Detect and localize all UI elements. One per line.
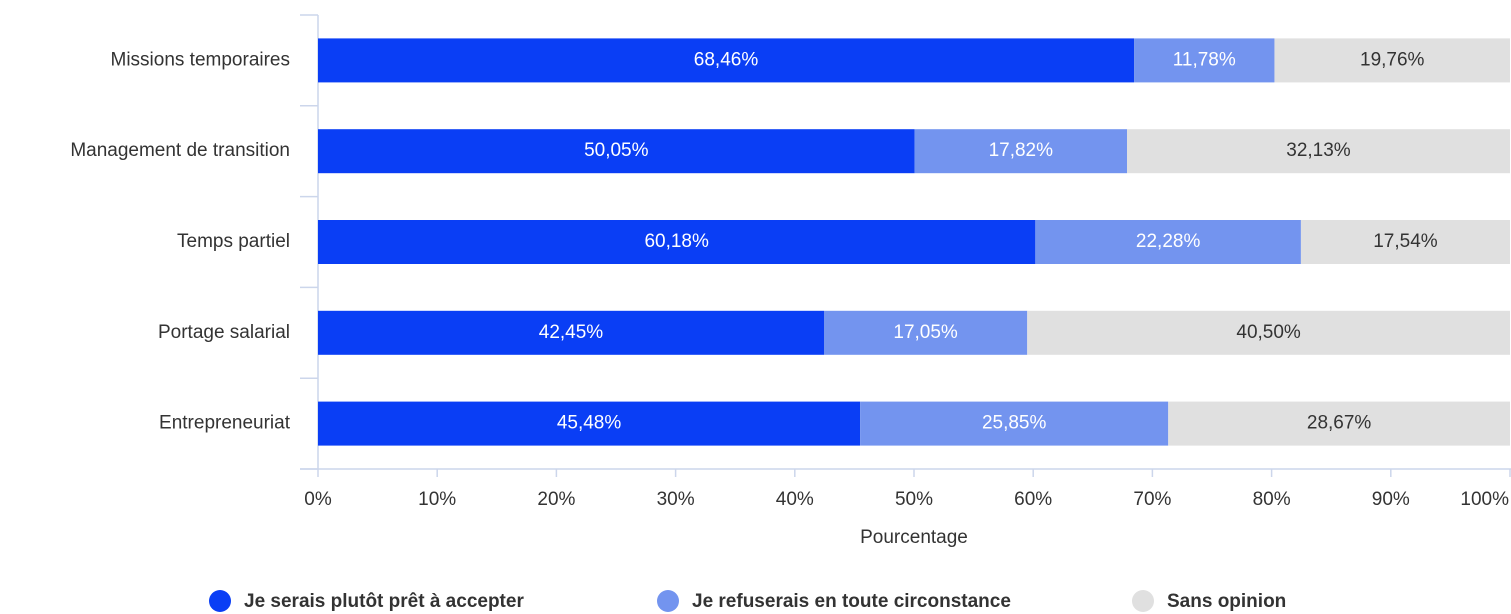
x-tick-label: 90% [1372,489,1410,510]
data-label: 22,28% [1136,231,1201,252]
y-tick-label: Missions temporaires [111,49,291,70]
bar-segment [1300,220,1510,264]
x-tick-label: 0% [304,489,332,510]
legend-marker [657,590,679,612]
data-label: 32,13% [1286,140,1351,161]
bar-segment [318,129,915,174]
bar-segment [318,220,1036,264]
y-tick-label: Portage salarial [158,322,290,343]
bar-segment [318,401,861,446]
x-tick-label: 80% [1253,489,1291,510]
data-label: 42,45% [539,322,604,343]
data-label: 45,48% [557,413,622,434]
bar-segment [1274,38,1510,83]
x-axis-title: Pourcentage [860,527,968,548]
data-label: 17,82% [989,140,1054,161]
legend-marker [1132,590,1154,612]
data-label: 11,78% [1173,49,1236,70]
legend-label: Je serais plutôt prêt à accepter [244,591,524,612]
legend-label: Je refuserais en toute circonstance [692,591,1011,612]
data-label: 60,18% [644,231,709,252]
data-label: 19,76% [1360,49,1425,70]
data-label: 40,50% [1236,322,1301,343]
data-label: 25,85% [982,413,1047,434]
data-label: 28,67% [1307,413,1372,434]
bar-segment [318,38,1135,83]
x-tick-label: 100% [1460,489,1509,510]
bar-segment [1168,401,1510,446]
data-label: 17,05% [893,322,958,343]
data-label: 17,54% [1373,231,1438,252]
x-tick-label: 30% [657,489,695,510]
y-tick-label: Entrepreneuriat [159,413,291,434]
y-tick-label: Temps partiel [177,231,290,252]
bar-segment [1035,220,1301,264]
bar-segment [1127,129,1510,174]
x-tick-label: 10% [418,489,456,510]
legend-marker [209,590,231,612]
bar-segment [860,401,1169,446]
x-tick-label: 20% [537,489,575,510]
x-tick-label: 40% [776,489,814,510]
legend-label: Sans opinion [1167,591,1286,612]
bar-segment [1134,38,1275,83]
bar-segment [1027,310,1510,355]
data-label: 50,05% [584,140,649,161]
data-label: 68,46% [694,49,759,70]
bar-segment [824,310,1028,355]
bar-segment [318,310,825,355]
bar-segment [914,129,1128,174]
x-tick-label: 70% [1133,489,1171,510]
x-tick-label: 50% [895,489,933,510]
x-tick-label: 60% [1014,489,1052,510]
y-tick-label: Management de transition [70,140,290,161]
